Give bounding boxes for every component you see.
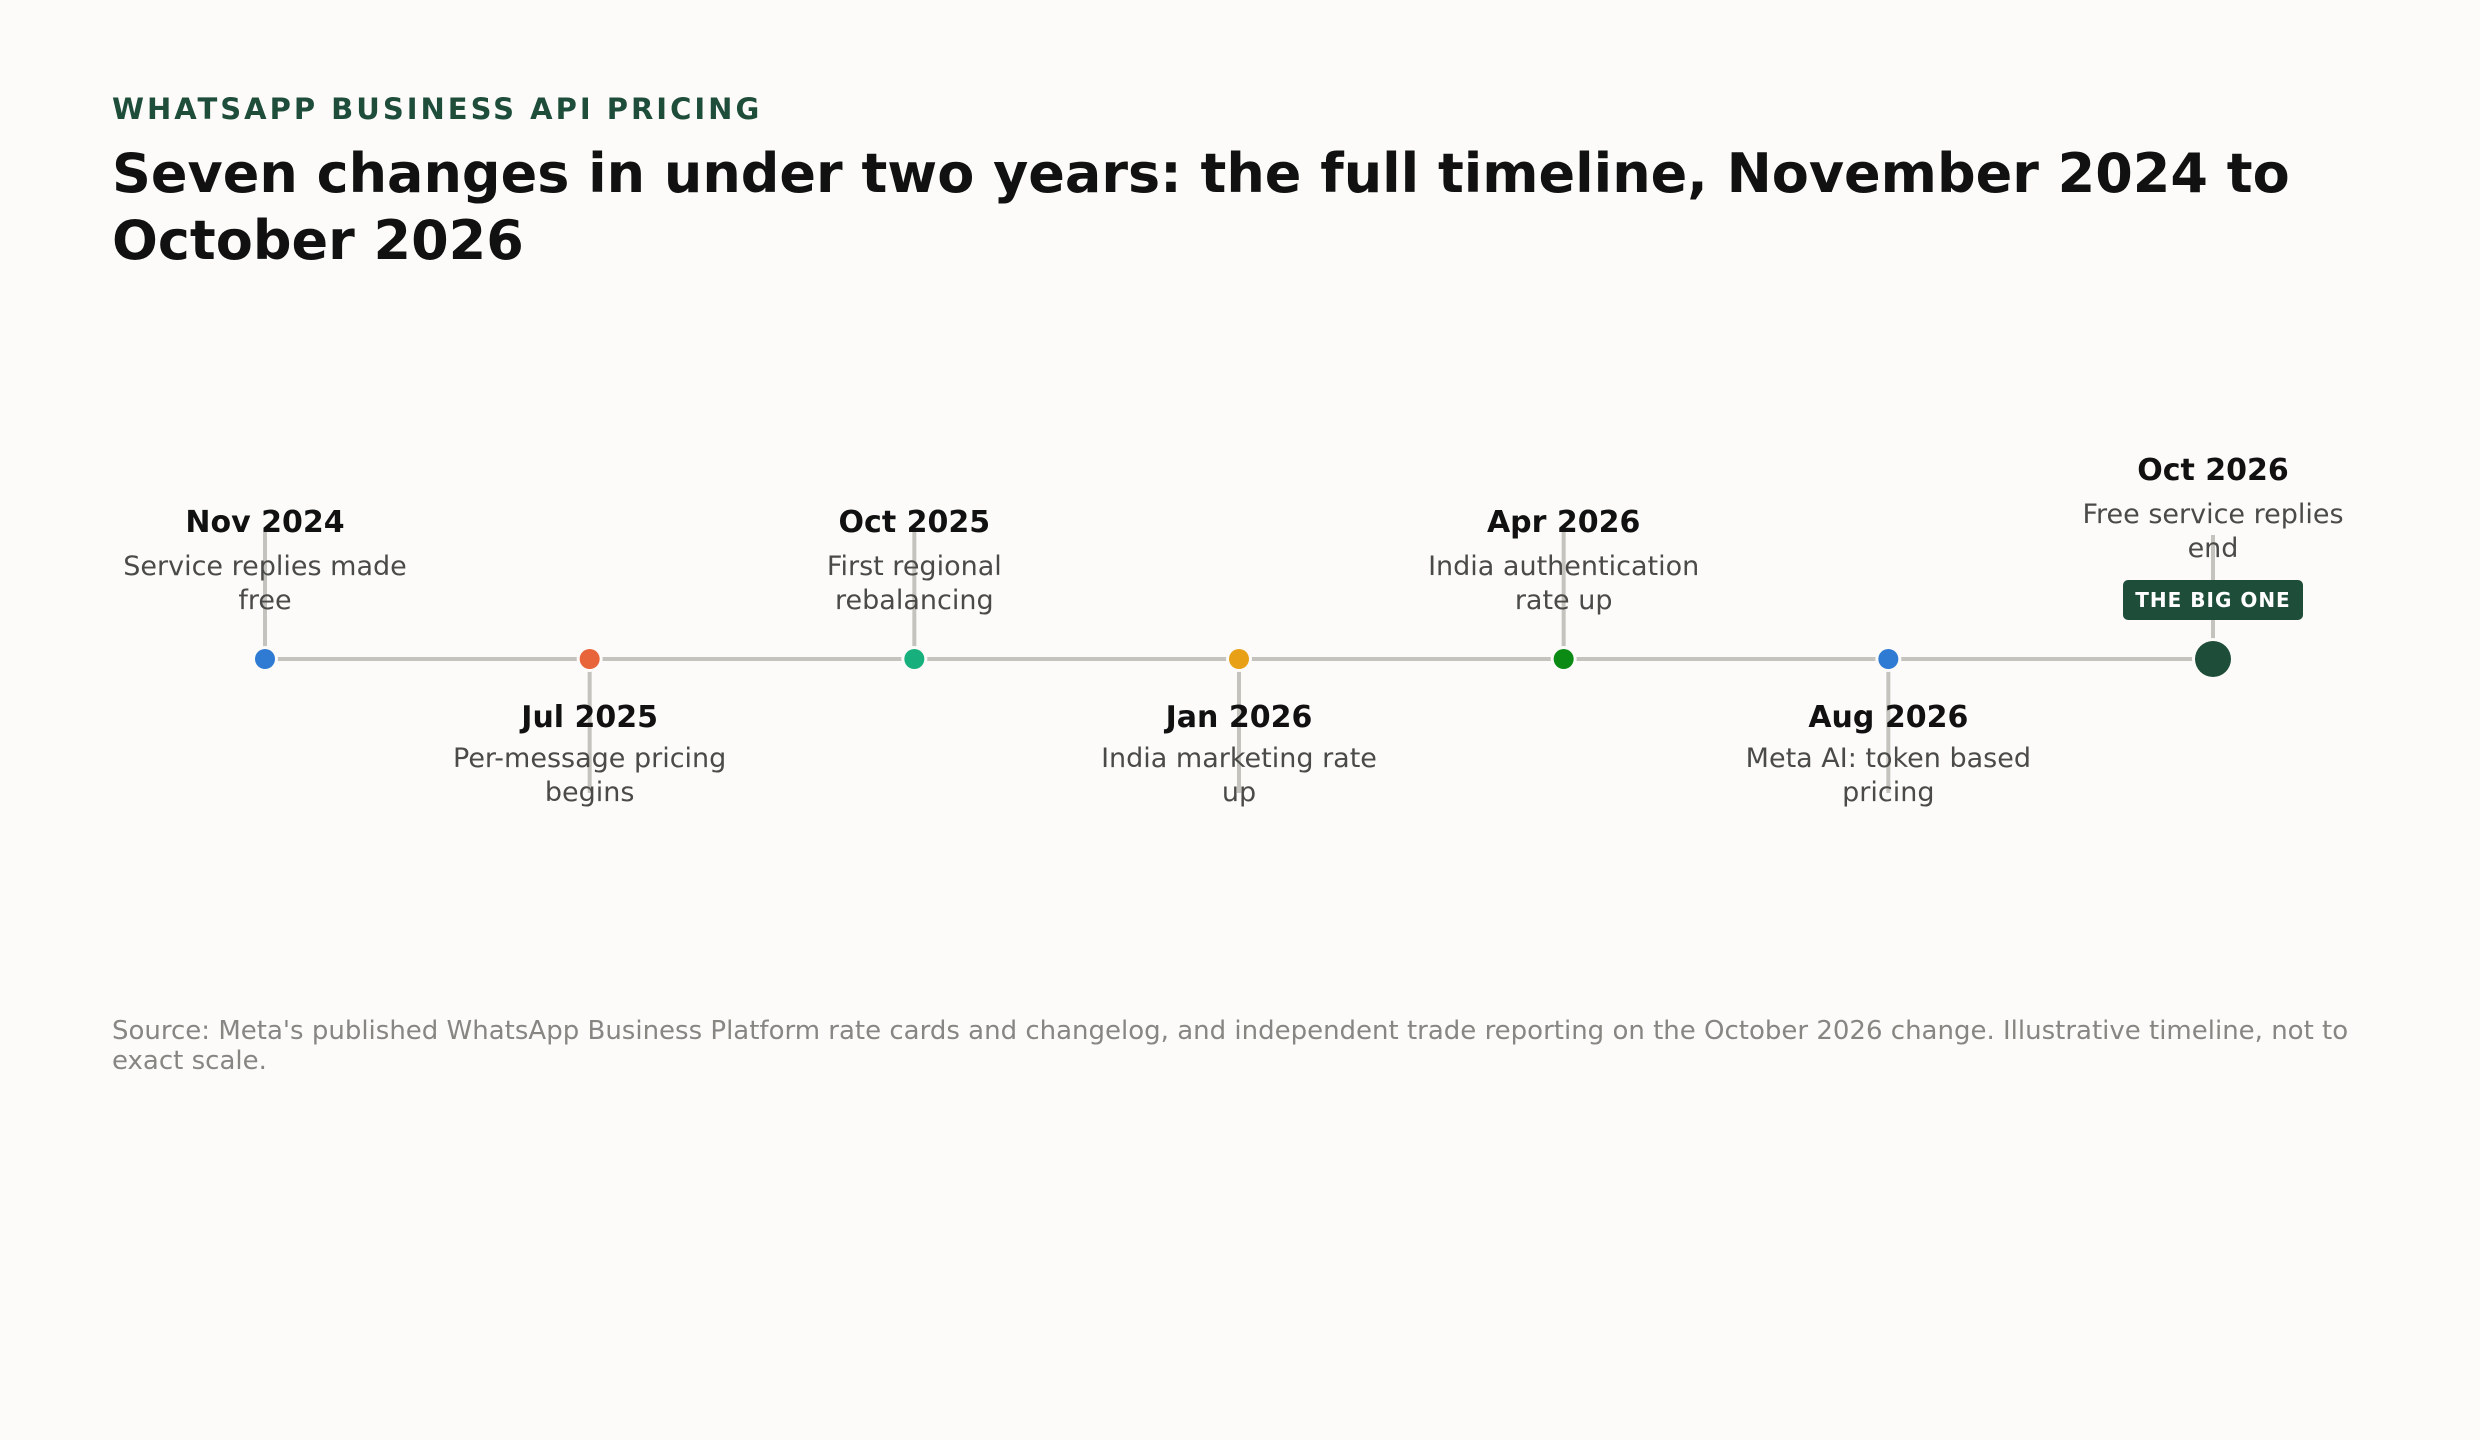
event-description: rebalancing	[835, 585, 994, 616]
event-description: end	[2188, 533, 2239, 564]
event-description: Free service replies	[2082, 499, 2343, 530]
event-dot	[1878, 649, 1899, 669]
event-description: rate up	[1515, 585, 1613, 616]
event-description: up	[1222, 777, 1256, 808]
event-dot	[579, 649, 600, 669]
event-description: India marketing rate	[1101, 743, 1377, 774]
event-dot	[2195, 641, 2231, 677]
event-dot	[904, 649, 925, 669]
event-description: pricing	[1842, 777, 1934, 808]
event-description: Per-message pricing	[453, 743, 726, 774]
event-date: Jan 2026	[1164, 700, 1313, 735]
event-description: begins	[545, 777, 635, 808]
event-dot	[1229, 649, 1249, 669]
page-title: Seven changes in under two years: the fu…	[112, 142, 2290, 272]
event-description: Meta AI: token based	[1746, 743, 2031, 774]
event-description: Service replies made	[123, 551, 407, 582]
event-date: Oct 2025	[839, 505, 991, 540]
highlight-badge	[2123, 580, 2303, 620]
event-date: Apr 2026	[1487, 505, 1640, 540]
source-note: Source: Meta's published WhatsApp Busine…	[112, 1016, 2349, 1076]
event-date: Aug 2026	[1808, 700, 1968, 735]
event-description: India authentication	[1428, 551, 1699, 582]
event-description: First regional	[827, 551, 1002, 582]
event-date: Oct 2026	[2137, 453, 2289, 488]
event-date: Nov 2024	[185, 505, 344, 540]
event-dot	[1553, 649, 1574, 669]
event-dot	[255, 649, 275, 669]
event-date: Jul 2025	[519, 700, 658, 735]
event-description: free	[238, 585, 291, 616]
highlight-badge-label: THE BIG ONE	[2135, 588, 2290, 612]
eyebrow-label: WHATSAPP BUSINESS API PRICING	[112, 92, 763, 126]
